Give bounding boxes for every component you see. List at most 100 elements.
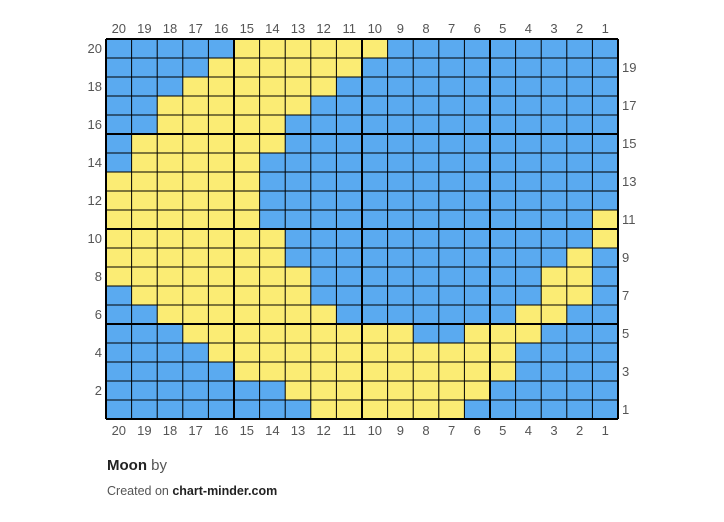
background-cell (362, 96, 388, 115)
background-cell (464, 58, 490, 77)
column-label-top: 17 (188, 21, 202, 36)
motif-cell (387, 343, 414, 362)
background-cell (490, 267, 516, 286)
motif-cell (515, 305, 542, 324)
background-cell (592, 343, 618, 362)
background-cell (566, 115, 593, 134)
motif-cell (490, 343, 516, 362)
background-cell (464, 39, 490, 58)
background-cell (438, 229, 465, 248)
motif-cell (259, 39, 286, 58)
motif-cell (285, 58, 311, 77)
motif-cell (234, 343, 260, 362)
motif-cell (131, 229, 158, 248)
background-cell (515, 210, 542, 229)
background-cell (464, 77, 490, 96)
row-label-right: 11 (622, 212, 636, 227)
chart-title-line: Moon by (107, 456, 277, 476)
background-cell (541, 191, 567, 210)
background-cell (336, 305, 362, 324)
background-cell (336, 191, 362, 210)
motif-cell (208, 172, 234, 191)
motif-cell (157, 96, 183, 115)
background-cell (490, 210, 516, 229)
background-cell (592, 115, 618, 134)
background-cell (592, 134, 618, 153)
background-cell (336, 267, 362, 286)
row-label-left: 10 (88, 231, 102, 246)
motif-cell (490, 324, 516, 343)
background-cell (106, 400, 132, 419)
column-label-top: 14 (265, 21, 279, 36)
background-cell (490, 381, 516, 400)
background-cell (310, 248, 337, 267)
background-cell (106, 305, 132, 324)
motif-cell (182, 172, 209, 191)
background-cell (464, 400, 490, 419)
background-cell (592, 286, 618, 305)
motif-cell (310, 362, 337, 381)
motif-cell (157, 286, 183, 305)
background-cell (413, 153, 439, 172)
background-cell (157, 362, 183, 381)
motif-cell (131, 172, 158, 191)
motif-cell (208, 324, 234, 343)
column-label-bottom: 14 (265, 423, 279, 438)
background-cell (515, 229, 542, 248)
background-cell (541, 400, 567, 419)
motif-cell (438, 343, 465, 362)
row-label-right: 15 (622, 136, 636, 151)
background-cell (490, 286, 516, 305)
motif-cell (208, 267, 234, 286)
background-cell (413, 267, 439, 286)
motif-cell (310, 58, 337, 77)
background-cell (182, 58, 209, 77)
motif-cell (234, 305, 260, 324)
background-cell (131, 96, 158, 115)
background-cell (566, 153, 593, 172)
row-label-right: 1 (622, 402, 629, 417)
background-cell (387, 134, 414, 153)
background-cell (541, 248, 567, 267)
background-cell (336, 229, 362, 248)
chart-footer: Moon by Created on chart-minder.com (107, 456, 277, 500)
background-cell (592, 324, 618, 343)
background-cell (541, 210, 567, 229)
column-label-bottom: 3 (550, 423, 557, 438)
background-cell (285, 191, 311, 210)
motif-cell (234, 96, 260, 115)
background-cell (541, 39, 567, 58)
motif-cell (234, 324, 260, 343)
background-cell (438, 96, 465, 115)
background-cell (387, 115, 414, 134)
background-cell (362, 172, 388, 191)
motif-cell (157, 210, 183, 229)
motif-cell (336, 324, 362, 343)
background-cell (387, 58, 414, 77)
background-cell (362, 286, 388, 305)
background-cell (541, 58, 567, 77)
background-cell (310, 210, 337, 229)
column-label-top: 8 (422, 21, 429, 36)
motif-cell (208, 115, 234, 134)
column-label-top: 18 (163, 21, 177, 36)
background-cell (131, 400, 158, 419)
background-cell (592, 58, 618, 77)
column-label-top: 3 (550, 21, 557, 36)
background-cell (285, 229, 311, 248)
motif-cell (387, 381, 414, 400)
background-cell (515, 172, 542, 191)
background-cell (310, 229, 337, 248)
background-cell (413, 39, 439, 58)
background-cell (464, 191, 490, 210)
background-cell (413, 305, 439, 324)
background-cell (515, 343, 542, 362)
background-cell (413, 134, 439, 153)
background-cell (592, 305, 618, 324)
credit-site-link[interactable]: chart-minder.com (172, 484, 278, 498)
motif-cell (566, 286, 593, 305)
column-label-top: 11 (342, 21, 356, 36)
background-cell (413, 115, 439, 134)
motif-cell (182, 210, 209, 229)
credit-prefix: Created on (107, 484, 169, 498)
